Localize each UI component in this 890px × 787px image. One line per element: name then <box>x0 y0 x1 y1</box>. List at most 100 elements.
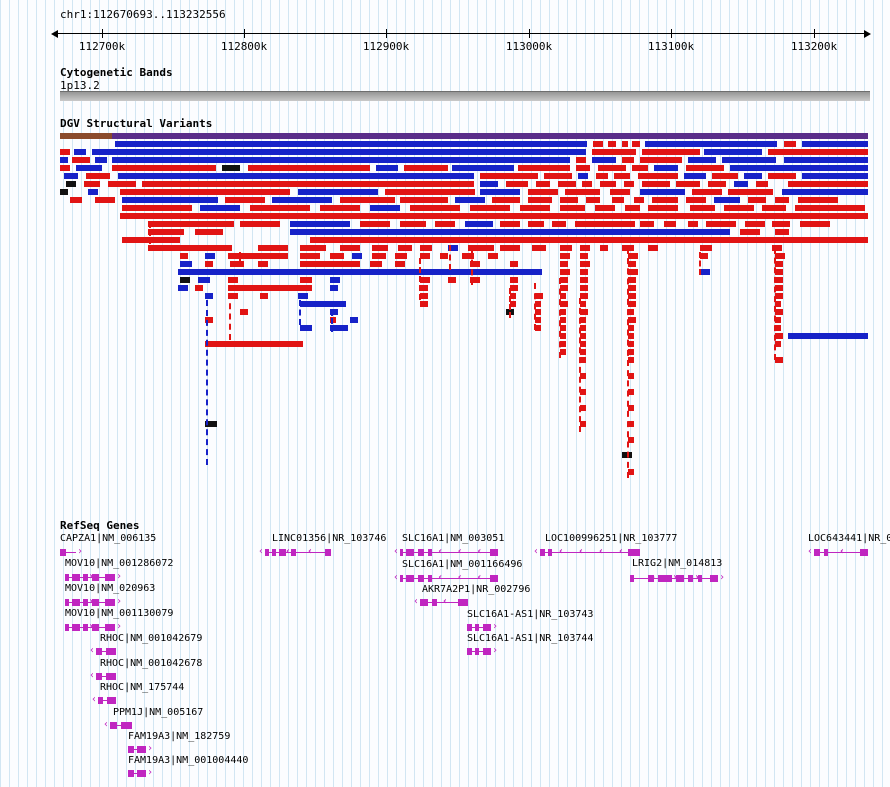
dgv-variant[interactable] <box>180 261 192 267</box>
dgv-variant[interactable] <box>580 269 588 275</box>
dgv-variant[interactable] <box>465 221 493 227</box>
gene-glyph[interactable]: › › <box>65 621 122 632</box>
dgv-variant[interactable] <box>688 157 716 163</box>
gene-label[interactable]: LINC01356|NR_103746 <box>272 533 387 544</box>
dgv-variant[interactable] <box>560 285 568 291</box>
dgv-variant[interactable] <box>148 229 184 235</box>
dgv-variant[interactable] <box>180 277 190 283</box>
gene-label[interactable]: MOV10|NM_020963 <box>65 583 156 594</box>
dgv-variant[interactable] <box>700 269 710 275</box>
dgv-variant[interactable] <box>108 181 136 187</box>
dgv-variant[interactable] <box>272 197 332 203</box>
dgv-variant[interactable] <box>205 261 213 267</box>
gene-label[interactable]: SLC16A1|NM_001166496 <box>402 559 523 570</box>
dgv-variant[interactable] <box>122 205 192 211</box>
dgv-variant[interactable] <box>535 325 541 331</box>
dgv-variant[interactable] <box>628 261 636 267</box>
dgv-variant[interactable] <box>560 317 566 323</box>
dgv-variant[interactable] <box>385 189 475 195</box>
dgv-variant[interactable] <box>632 141 640 147</box>
dgv-variant[interactable] <box>676 181 700 187</box>
dgv-variant[interactable] <box>628 421 634 427</box>
gene-label[interactable]: AKR7A2P1|NR_002796 <box>422 584 531 595</box>
dgv-variant[interactable] <box>300 253 320 259</box>
gene-label[interactable]: LOC100996251|NR_103777 <box>545 533 678 544</box>
dgv-variant[interactable] <box>800 221 830 227</box>
dgv-variant[interactable] <box>330 253 344 259</box>
dgv-variant[interactable] <box>628 317 636 323</box>
dgv-variant[interactable] <box>560 325 566 331</box>
dgv-variant[interactable] <box>142 181 474 187</box>
dgv-variant[interactable] <box>775 285 783 291</box>
dgv-variant[interactable] <box>580 421 586 427</box>
gene-label[interactable]: SLC16A1-AS1|NR_103744 <box>467 633 594 644</box>
dgv-variant[interactable] <box>634 197 644 203</box>
dgv-variant[interactable] <box>180 253 188 259</box>
dgv-variant[interactable] <box>704 149 762 155</box>
dgv-variant[interactable] <box>88 189 98 195</box>
dgv-variant[interactable] <box>560 269 570 275</box>
dgv-variant[interactable] <box>762 205 786 211</box>
dgv-variant[interactable] <box>690 205 715 211</box>
dgv-variant[interactable] <box>84 181 100 187</box>
dgv-variant[interactable] <box>775 309 783 315</box>
dgv-variant[interactable] <box>122 197 218 203</box>
dgv-variant[interactable] <box>470 261 480 267</box>
dgv-variant[interactable] <box>330 309 338 315</box>
dgv-variant[interactable] <box>614 173 630 179</box>
dgv-variant[interactable] <box>598 165 626 171</box>
dgv-variant[interactable] <box>560 349 566 355</box>
dgv-variant[interactable] <box>92 149 586 155</box>
gene-glyph[interactable]: › <box>467 621 498 632</box>
dgv-variant[interactable] <box>350 317 358 323</box>
dgv-variant[interactable] <box>654 165 678 171</box>
dgv-variant[interactable] <box>580 253 588 259</box>
dgv-variant[interactable] <box>775 301 781 307</box>
gene-glyph[interactable]: › <box>467 645 498 656</box>
dgv-variant[interactable] <box>500 245 520 251</box>
dgv-variant[interactable] <box>748 197 766 203</box>
dgv-variant[interactable] <box>500 221 520 227</box>
dgv-variant[interactable] <box>228 277 238 283</box>
dgv-variant[interactable] <box>580 405 586 411</box>
gene-glyph[interactable]: ‹ <box>91 694 116 705</box>
dgv-variant[interactable] <box>400 221 426 227</box>
dgv-variant[interactable] <box>60 165 70 171</box>
dgv-variant[interactable] <box>518 165 570 171</box>
dgv-variant[interactable] <box>775 253 785 259</box>
dgv-variant[interactable] <box>775 341 781 347</box>
dgv-variant[interactable] <box>756 181 768 187</box>
dgv-variant[interactable] <box>535 301 541 307</box>
dgv-variant[interactable] <box>372 245 388 251</box>
dgv-variant[interactable] <box>728 189 773 195</box>
dgv-variant[interactable] <box>230 261 244 267</box>
dgv-variant[interactable] <box>528 197 552 203</box>
dgv-variant[interactable] <box>600 181 616 187</box>
dgv-variant[interactable] <box>802 173 868 179</box>
dgv-variant[interactable] <box>455 197 485 203</box>
dgv-variant[interactable] <box>772 245 782 251</box>
dgv-variant[interactable] <box>300 277 312 283</box>
gene-label[interactable]: RHOC|NM_175744 <box>100 682 185 693</box>
gene-label[interactable]: CAPZA1|NM_006135 <box>60 533 157 544</box>
dgv-variant[interactable] <box>782 189 868 195</box>
dgv-variant[interactable] <box>510 261 518 267</box>
dgv-variant[interactable] <box>558 181 576 187</box>
dgv-variant[interactable] <box>112 165 216 171</box>
dgv-variant[interactable] <box>664 221 676 227</box>
dgv-variant[interactable] <box>420 301 428 307</box>
dgv-variant[interactable] <box>775 269 783 275</box>
dgv-variant[interactable] <box>205 317 213 323</box>
dgv-variant[interactable] <box>628 341 634 347</box>
dgv-variant[interactable] <box>372 253 386 259</box>
dgv-variant[interactable] <box>420 253 430 259</box>
dgv-variant[interactable] <box>640 221 654 227</box>
dgv-variant[interactable] <box>320 205 360 211</box>
dgv-variant[interactable] <box>420 277 430 283</box>
dgv-variant[interactable] <box>724 205 754 211</box>
dgv-variant[interactable] <box>300 325 312 331</box>
dgv-variant[interactable] <box>506 181 528 187</box>
dgv-variant[interactable] <box>72 157 90 163</box>
dgv-variant[interactable] <box>360 221 390 227</box>
dgv-variant[interactable] <box>652 197 678 203</box>
